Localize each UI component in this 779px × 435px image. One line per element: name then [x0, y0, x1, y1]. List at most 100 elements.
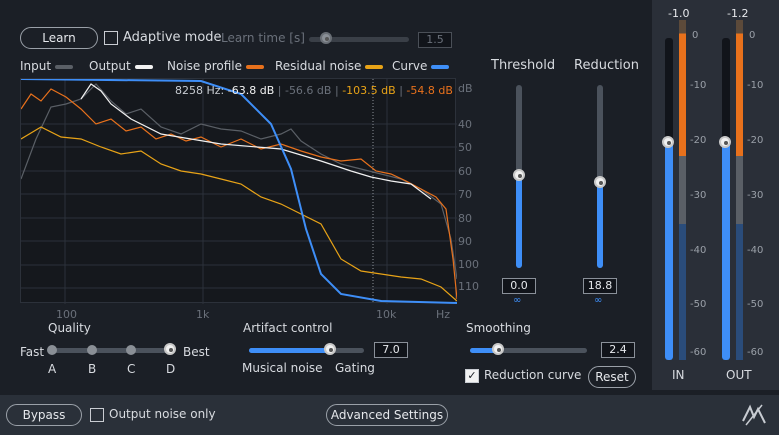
out-scale-tick: 0	[749, 30, 756, 41]
learn-button[interactable]: Learn	[20, 27, 98, 49]
db-axis-unit: dB	[458, 82, 473, 95]
artifact-control-value[interactable]: 7.0	[374, 342, 408, 358]
out-scale-tick: -60	[747, 347, 764, 358]
freq-tick: Hz	[436, 308, 451, 321]
quality-label: Quality	[48, 321, 91, 335]
artifact-control-knob[interactable]	[324, 343, 336, 355]
out-scale-tick: -20	[747, 135, 764, 146]
smoothing-value[interactable]: 2.4	[601, 342, 635, 358]
artifact-control-label: Artifact control	[243, 321, 333, 335]
reduction-curve	[20, 78, 458, 304]
noise-profile-curve	[20, 88, 458, 300]
out-fader-knob[interactable]	[719, 136, 731, 148]
freq-tick: 10k	[376, 308, 397, 321]
smoothing-slider[interactable]	[470, 348, 587, 353]
reduction-curve-checkbox[interactable]: ✓	[465, 369, 479, 383]
gating-label: Gating	[335, 361, 375, 375]
out-scale-tick: -10	[747, 80, 764, 91]
smoothing-fill	[470, 348, 498, 353]
spectrum-svg	[20, 78, 458, 304]
advanced-settings-button[interactable]: Advanced Settings	[326, 404, 448, 426]
legend-input: Input	[20, 59, 73, 73]
reduction-slider-fill	[597, 182, 603, 268]
reduction-slider-knob[interactable]	[594, 176, 606, 188]
threshold-slider-knob[interactable]	[513, 169, 525, 181]
db-tick: 110	[458, 280, 479, 293]
db-tick: 70	[458, 188, 472, 201]
out-peak-value: -1.2	[727, 7, 749, 20]
input-curve	[20, 83, 458, 280]
learn-time-label: Learn time [s]	[221, 31, 305, 45]
smoothing-knob[interactable]	[492, 343, 504, 355]
in-scale-tick: -30	[690, 190, 707, 201]
legend-residual-noise: Residual noise	[275, 59, 384, 73]
in-scale-tick: 0	[692, 30, 699, 41]
in-meter-level	[665, 140, 673, 360]
output-noise-only-checkbox[interactable]	[90, 408, 104, 422]
quality-step-label: D	[166, 362, 176, 376]
quality-slider[interactable]	[50, 348, 172, 353]
legend-output: Output	[89, 59, 153, 73]
readout: 8258 Hz: -63.8 dB | -56.6 dB | -103.5 dB…	[175, 84, 453, 97]
bottom-bar: Bypass Output noise only Advanced Settin…	[0, 395, 779, 435]
in-scale-tick: -60	[690, 347, 707, 358]
in-label: IN	[672, 368, 685, 382]
legend-noise-profile: Noise profile	[167, 59, 264, 73]
in-scale-tick: -20	[690, 135, 707, 146]
out-meter-bar	[736, 20, 743, 360]
in-scale-tick: -40	[690, 245, 707, 256]
learn-time-value[interactable]: 1.5	[418, 32, 452, 48]
quality-step-label: B	[88, 362, 97, 376]
link-icon[interactable]: ∞	[594, 295, 603, 306]
smoothing-label: Smoothing	[466, 321, 531, 335]
legend-curve: Curve	[392, 59, 450, 73]
out-scale-tick: -40	[747, 245, 764, 256]
quality-slider-knob[interactable]	[164, 343, 176, 355]
threshold-slider-fill	[516, 175, 522, 268]
learn-time-slider-knob[interactable]	[320, 32, 332, 44]
izotope-logo-icon	[742, 404, 766, 426]
adaptive-mode-label: Adaptive mode	[123, 30, 222, 45]
quality-fast-label: Fast	[20, 345, 45, 359]
freq-tick: 1k	[196, 308, 210, 321]
threshold-label: Threshold	[491, 58, 556, 73]
reduction-curve-label: Reduction curve	[484, 368, 582, 382]
in-scale-tick: -10	[690, 80, 707, 91]
db-tick: 90	[458, 235, 472, 248]
in-fader-knob[interactable]	[662, 136, 674, 148]
learn-time-slider[interactable]	[309, 37, 409, 42]
meters-panel: -1.0 -1.2 0 -10 -20 -30 -40 -50 -60 0 -1…	[652, 0, 779, 390]
out-label: OUT	[726, 368, 752, 382]
spectrum-display[interactable]: 8258 Hz: -63.8 dB | -56.6 dB | -103.5 dB…	[20, 78, 458, 304]
residual-noise-curve	[20, 126, 458, 302]
quality-step-label: C	[127, 362, 136, 376]
quality-step-b[interactable]	[87, 345, 97, 355]
quality-step-label: A	[48, 362, 57, 376]
db-tick: 40	[458, 118, 472, 131]
output-noise-only-label: Output noise only	[109, 407, 216, 421]
adaptive-mode-checkbox[interactable]	[104, 31, 118, 45]
db-tick: 50	[458, 141, 472, 154]
link-icon[interactable]: ∞	[513, 295, 522, 306]
db-tick: 80	[458, 212, 472, 225]
in-peak-value: -1.0	[668, 7, 690, 20]
threshold-value[interactable]: 0.0	[502, 278, 536, 294]
db-tick: 100	[458, 258, 479, 271]
output-curve	[80, 83, 432, 200]
artifact-control-fill	[249, 348, 330, 353]
out-scale-tick: -50	[747, 299, 764, 310]
quality-step-c[interactable]	[126, 345, 136, 355]
out-meter-level	[722, 140, 730, 360]
quality-best-label: Best	[183, 345, 210, 359]
reset-button[interactable]: Reset	[588, 366, 636, 388]
reduction-value[interactable]: 18.8	[583, 278, 617, 294]
in-scale-tick: -50	[690, 299, 707, 310]
freq-tick: 100	[56, 308, 77, 321]
reduction-label: Reduction	[574, 58, 639, 73]
in-meter-bar	[679, 20, 686, 360]
quality-step-a[interactable]	[47, 345, 57, 355]
db-tick: 60	[458, 165, 472, 178]
bypass-button[interactable]: Bypass	[6, 404, 82, 426]
musical-noise-label: Musical noise	[242, 361, 323, 375]
out-scale-tick: -30	[747, 190, 764, 201]
